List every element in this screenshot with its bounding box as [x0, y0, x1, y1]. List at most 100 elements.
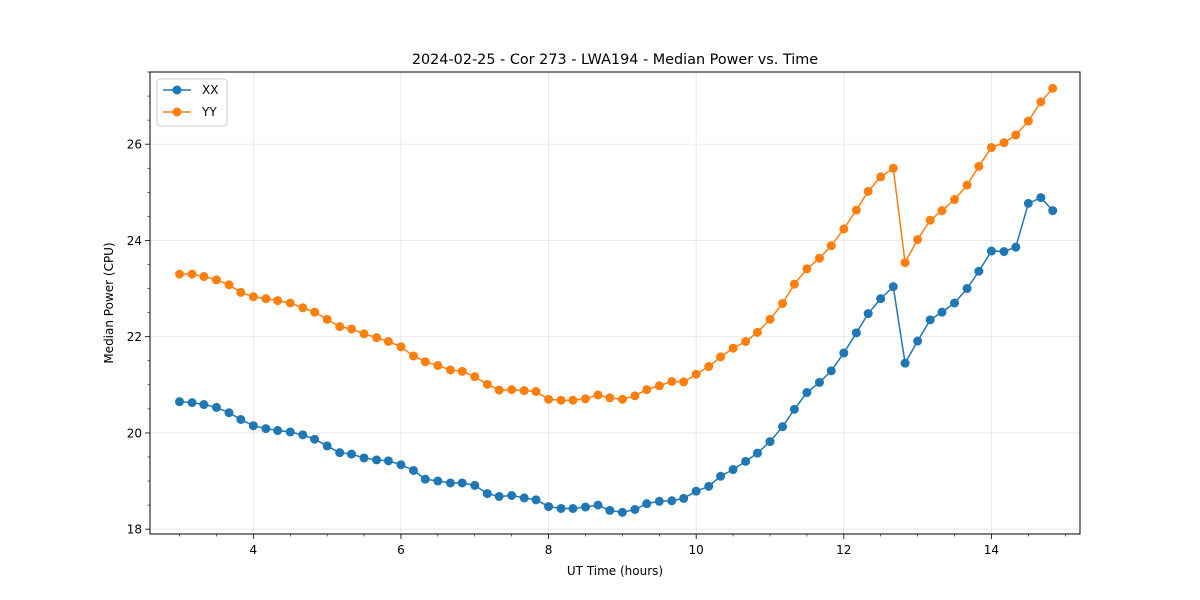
data-point-yy [211, 275, 221, 285]
x-tick-label: 4 [250, 543, 258, 557]
data-point-yy [335, 322, 345, 332]
data-point-xx [704, 481, 714, 491]
data-point-yy [716, 352, 726, 362]
data-point-yy [544, 394, 554, 404]
data-point-yy [556, 395, 566, 405]
data-point-xx [236, 414, 246, 424]
data-point-yy [310, 307, 320, 317]
data-point-yy [642, 385, 652, 395]
data-point-yy [372, 333, 382, 343]
data-point-xx [420, 474, 430, 484]
data-point-yy [531, 387, 541, 397]
data-point-xx [544, 502, 554, 512]
data-point-xx [470, 480, 480, 490]
data-point-xx [457, 478, 467, 488]
data-point-xx [175, 397, 185, 407]
y-axis: 18 20 22 24 26 [127, 71, 150, 537]
x-tick-label: 14 [984, 543, 999, 557]
data-point-yy [814, 253, 824, 263]
data-point-yy [617, 394, 627, 404]
data-point-yy [962, 180, 972, 190]
y-tick-label: 22 [127, 330, 142, 344]
data-point-yy [248, 292, 258, 302]
data-point-yy [900, 258, 910, 268]
legend-marker-yy [172, 107, 182, 117]
data-point-xx [913, 336, 923, 346]
data-point-xx [261, 424, 271, 434]
data-point-yy [826, 241, 836, 251]
data-point-yy [654, 381, 664, 391]
data-point-yy [347, 324, 356, 334]
data-point-xx [925, 315, 935, 325]
data-point-xx [1048, 206, 1058, 216]
data-point-xx [285, 427, 295, 437]
legend: XX YY [156, 78, 228, 127]
data-point-yy [1048, 83, 1058, 93]
data-point-xx [531, 495, 541, 505]
y-tick-label: 20 [127, 426, 142, 440]
data-point-yy [728, 343, 738, 353]
data-point-xx [974, 266, 984, 276]
data-point-xx [519, 493, 529, 503]
data-point-yy [802, 264, 812, 274]
data-point-xx [765, 437, 775, 447]
data-point-yy [1011, 130, 1021, 140]
data-point-xx [248, 421, 258, 431]
data-point-xx [1036, 193, 1046, 203]
data-point-yy [396, 342, 406, 352]
data-point-yy [679, 377, 689, 387]
data-point-yy [175, 269, 185, 279]
data-point-yy [752, 327, 762, 337]
data-point-xx [814, 377, 824, 387]
data-point-yy [322, 314, 332, 324]
data-point-xx [839, 348, 849, 358]
data-point-yy [863, 186, 873, 196]
x-tick-label: 10 [689, 543, 704, 557]
y-tick-label: 26 [127, 138, 142, 152]
data-point-yy [605, 393, 615, 403]
data-point-xx [482, 489, 492, 499]
data-point-yy [507, 385, 517, 395]
data-point-yy [494, 385, 504, 395]
data-point-yy [888, 163, 898, 173]
data-point-xx [876, 294, 886, 304]
data-point-xx [950, 298, 960, 308]
data-point-xx [507, 491, 517, 500]
data-point-xx [617, 507, 627, 517]
data-point-xx [1023, 198, 1033, 208]
data-point-yy [593, 390, 603, 400]
data-point-yy [470, 372, 480, 382]
y-tick-label: 18 [127, 523, 142, 537]
data-point-yy [285, 298, 295, 308]
data-point-xx [494, 491, 504, 501]
data-point-xx [679, 493, 689, 503]
data-point-yy [420, 357, 430, 367]
data-point-yy [519, 386, 529, 396]
series-xx [175, 193, 1058, 517]
data-point-yy [273, 296, 283, 306]
data-point-xx [642, 499, 652, 509]
data-point-yy [199, 272, 209, 282]
data-point-xx [347, 449, 356, 459]
data-point-yy [482, 379, 492, 389]
legend-label-yy: YY [201, 105, 217, 119]
data-point-xx [716, 471, 726, 481]
data-point-yy [839, 224, 849, 234]
data-point-yy [433, 361, 443, 371]
data-point-xx [986, 246, 996, 256]
data-point-yy [778, 298, 788, 308]
data-point-xx [199, 400, 209, 410]
x-tick-label: 8 [545, 543, 553, 557]
data-point-xx [900, 358, 910, 368]
data-point-xx [667, 496, 677, 506]
data-point-yy [236, 287, 246, 297]
data-point-yy [851, 205, 861, 215]
data-point-yy [876, 172, 886, 182]
data-point-yy [1023, 116, 1033, 126]
x-axis-label: UT Time (hours) [567, 564, 663, 578]
data-point-yy [580, 394, 590, 404]
data-point-xx [863, 309, 873, 319]
data-point-yy [568, 395, 578, 405]
data-point-xx [605, 505, 615, 515]
